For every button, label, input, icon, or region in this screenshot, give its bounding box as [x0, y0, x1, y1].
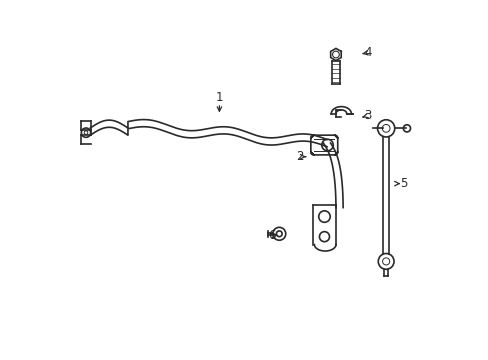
Text: 1: 1 — [215, 91, 223, 104]
Text: 3: 3 — [364, 109, 371, 122]
Text: 5: 5 — [400, 177, 407, 190]
Text: 4: 4 — [364, 46, 371, 59]
Text: 6: 6 — [267, 229, 275, 242]
Text: 2: 2 — [296, 150, 303, 163]
